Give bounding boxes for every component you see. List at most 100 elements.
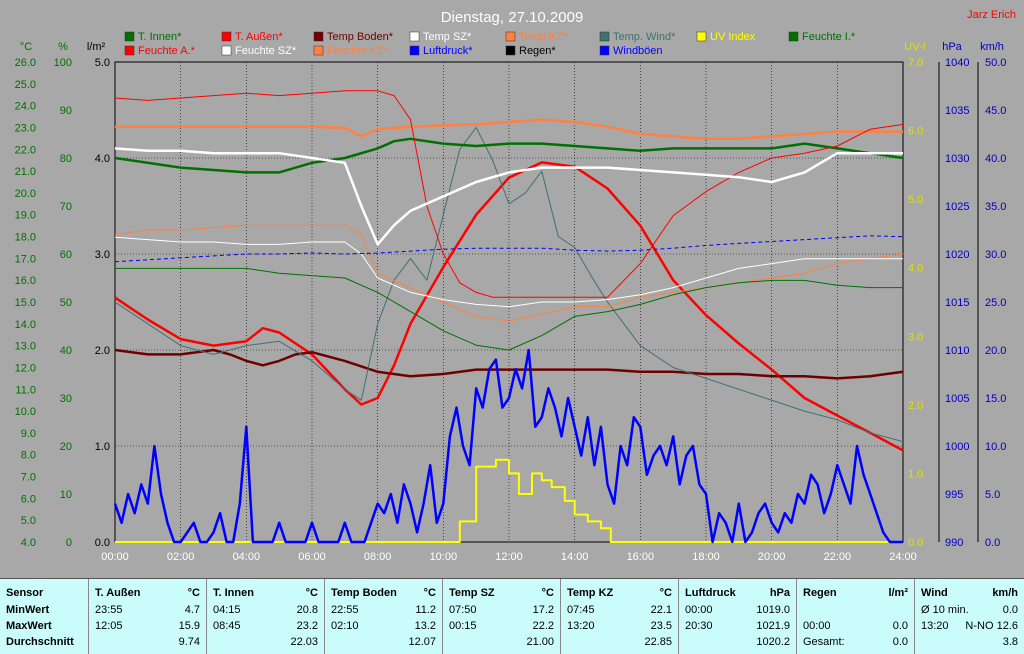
legend-label: Feuchte I.*: [802, 31, 856, 43]
y-tick-label-rain: 1.0: [95, 441, 110, 453]
legend-swatch: [788, 31, 799, 42]
stats-cell-value: 1020.2: [756, 636, 790, 648]
stats-cell-value: 20.8: [296, 604, 318, 616]
x-tick-label: 18:00: [692, 551, 720, 563]
legend-swatch: [696, 31, 707, 42]
stats-header-label: Wind: [921, 587, 948, 599]
legend-swatch: [409, 45, 420, 56]
y-tick-label-temp: 7.0: [21, 472, 36, 484]
stats-cell-value: 23.5: [650, 620, 672, 632]
legend-label: Luftdruck*: [423, 45, 473, 57]
series-line: [114, 348, 904, 380]
y-tick-label-humidity: 90: [60, 105, 72, 117]
stats-cell-label: Gesamt:: [803, 636, 845, 648]
stats-header: Wind km/h: [921, 587, 1018, 599]
y-tick-label-wind: 10.0: [985, 441, 1006, 453]
y-tick-label-temp: 5.0: [21, 515, 36, 527]
series-line: [114, 90, 904, 298]
y-tick-label-pressure: 995: [945, 489, 963, 501]
y-tick-label-temp: 16.0: [15, 275, 36, 287]
stats-cell-value: 15.9: [178, 620, 200, 632]
y-tick-label-humidity: 80: [60, 153, 72, 165]
y-tick-label-humidity: 0: [66, 537, 72, 549]
legend-label: Temp Boden*: [327, 31, 394, 43]
stats-row: 02:10 13.2: [331, 620, 436, 634]
legend-label: Feuchte KZ*: [327, 45, 389, 57]
stats-row: Durchschnitt: [6, 636, 82, 650]
stats-cell-label: 04:15: [213, 604, 241, 616]
stats-cell-value: 9.74: [178, 636, 200, 648]
legend-swatch: [599, 45, 610, 56]
x-tick-label: 24:00: [889, 551, 917, 563]
stats-cell-label: 23:55: [95, 604, 123, 616]
chart-title: Dienstag, 27.10.2009: [441, 9, 584, 26]
y-tick-label-pressure: 990: [945, 537, 963, 549]
legend-label: Temp SZ*: [423, 31, 472, 43]
stats-header-label: Sensor: [6, 587, 44, 599]
stats-cell-label: 02:10: [331, 620, 359, 632]
stats-cell-label: 20:30: [685, 620, 713, 632]
series-line: [115, 267, 903, 351]
stats-cell-label: 08:45: [213, 620, 241, 632]
y-tick-label-wind: 25.0: [985, 297, 1006, 309]
axis-unit-wind: km/h: [980, 41, 1004, 53]
stats-row: 20:30 1021.9: [685, 620, 790, 634]
stats-cell-label: Ø 10 min.: [921, 604, 969, 616]
legend-label: UV Index: [710, 31, 756, 43]
stats-column: Luftdruck hPa 00:00 1019.0 20:30 1021.9 1020.2: [678, 579, 796, 654]
y-tick-label-temp: 18.0: [15, 232, 36, 244]
stats-row: [803, 604, 908, 618]
x-tick-label: 04:00: [233, 551, 261, 563]
stats-row: 1020.2: [685, 636, 790, 650]
stats-row: MaxWert: [6, 620, 82, 634]
stats-cell-value: 1021.9: [756, 620, 790, 632]
stats-row: 21.00: [449, 636, 554, 650]
stats-row: Ø 10 min. 0.0: [921, 604, 1018, 618]
stats-row: 07:45 22.1: [567, 604, 672, 618]
stats-header: Regen l/m²: [803, 587, 908, 599]
y-tick-label-temp: 14.0: [15, 319, 36, 331]
y-tick-label-wind: 35.0: [985, 201, 1006, 213]
y-tick-label-temp: 15.0: [15, 297, 36, 309]
stats-row: 9.74: [95, 636, 200, 650]
x-tick-label: 10:00: [430, 551, 458, 563]
y-tick-label-temp: 23.0: [15, 122, 36, 134]
legend-label: Feuchte SZ*: [235, 45, 297, 57]
legend-label: T. Innen*: [138, 31, 182, 43]
stats-column: Temp SZ °C 07:50 17.2 00:15 22.2 21.00: [442, 579, 560, 654]
stats-column: T. Außen °C 23:55 4.7 12:05 15.9 9.74: [88, 579, 206, 654]
stats-cell-value: 21.00: [526, 636, 554, 648]
axis-unit-temp: °C: [20, 41, 32, 53]
stats-cell-value: 0.0: [892, 636, 908, 648]
y-tick-label-pressure: 1030: [945, 153, 969, 165]
stats-header: Temp SZ °C: [449, 587, 554, 599]
legend-label: Regen*: [519, 45, 556, 57]
stats-cell-value: 4.7: [184, 604, 200, 616]
legend-swatch: [124, 45, 135, 56]
y-tick-label-temp: 17.0: [15, 253, 36, 265]
x-tick-label: 14:00: [561, 551, 589, 563]
y-tick-label-rain: 4.0: [95, 153, 110, 165]
legend-label: Feuchte A.*: [138, 45, 196, 57]
axis-unit-rain: l/m²: [87, 41, 106, 53]
legend-label: Temp. Wind*: [613, 31, 676, 43]
stats-header: T. Innen °C: [213, 587, 318, 599]
stats-cell-label: MinWert: [6, 604, 50, 616]
legend-label: T. Außen*: [235, 31, 283, 43]
x-tick-label: 20:00: [758, 551, 786, 563]
stats-cell-value: 11.2: [415, 604, 436, 616]
stats-cell-value: 12.07: [408, 636, 436, 648]
stats-row: MinWert: [6, 604, 82, 618]
stats-cell-label: 13:20: [567, 620, 595, 632]
series-line: [115, 118, 903, 141]
y-tick-label-uv: 7.0: [908, 57, 923, 69]
y-tick-label-humidity: 10: [60, 489, 72, 501]
x-tick-label: 16:00: [627, 551, 655, 563]
stats-row: 3.8: [921, 636, 1018, 650]
y-tick-label-pressure: 1040: [945, 57, 969, 69]
stats-header-unit: km/h: [992, 587, 1018, 599]
stats-cell-value: N-NO 12.6: [965, 620, 1018, 632]
stats-header-unit: l/m²: [888, 587, 908, 599]
y-tick-label-pressure: 1005: [945, 393, 969, 405]
stats-cell-label: 07:50: [449, 604, 477, 616]
